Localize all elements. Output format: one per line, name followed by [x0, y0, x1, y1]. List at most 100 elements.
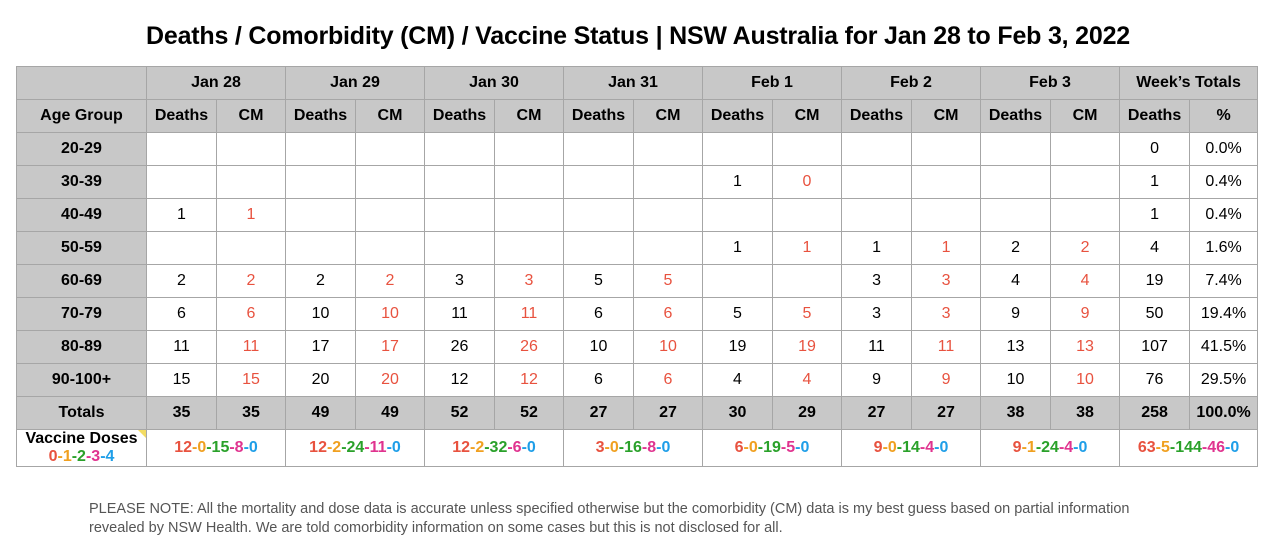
cm-cell [911, 165, 982, 199]
dose-count-3: 46 [1207, 439, 1226, 456]
cm-cell: 4 [1050, 264, 1121, 298]
cm-cell: 17 [355, 330, 425, 364]
deaths-cell: 13 [980, 330, 1052, 364]
dose-count-1: 0 [887, 439, 897, 456]
week-deaths-cell: 76 [1119, 363, 1191, 397]
cm-cell: 1 [771, 231, 843, 265]
cm-cell: 10 [633, 330, 703, 364]
deaths-cell [146, 231, 217, 265]
dose-count-0: 6 [734, 439, 744, 456]
cm-total-cell: 27 [633, 396, 703, 430]
deaths-cell [702, 264, 773, 298]
cm-header: CM [355, 99, 425, 133]
cm-total-cell: 29 [771, 396, 843, 430]
dose-count-2: 24 [346, 439, 365, 456]
deaths-table: Jan 28 Jan 29 Jan 30 Jan 31 Feb 1 Feb 2 … [16, 66, 1259, 467]
cm-cell [494, 165, 564, 199]
dose-separator: - [191, 439, 198, 456]
dose-separator: - [656, 439, 662, 456]
deaths-total-cell: 27 [563, 396, 634, 430]
week-deaths-cell: 107 [1119, 330, 1191, 364]
deaths-cell: 6 [563, 363, 634, 397]
cm-cell: 13 [1050, 330, 1121, 364]
dose-count-3: 8 [234, 439, 244, 456]
dose-count-4: 0 [526, 439, 536, 456]
cm-total-cell: 27 [911, 396, 982, 430]
cm-cell: 4 [771, 363, 843, 397]
dose-separator: - [484, 439, 490, 456]
deaths-cell [563, 231, 634, 265]
deaths-cell: 1 [702, 231, 773, 265]
deaths-cell: 6 [146, 297, 217, 331]
dose-separator: - [386, 439, 392, 456]
dose-separator: - [1021, 439, 1027, 456]
date-header: Jan 28 [146, 66, 286, 100]
dose-count-0: 9 [1012, 439, 1022, 456]
deaths-cell [980, 198, 1052, 232]
deaths-cell: 1 [841, 231, 913, 265]
cm-cell: 19 [771, 330, 843, 364]
deaths-cell [146, 132, 217, 166]
dose-separator: - [1058, 439, 1065, 456]
cm-cell: 12 [494, 363, 564, 397]
totals-row: Totals 35 35 49 49 52 52 27 27 30 29 27 27 38 38 258 100… [16, 396, 1259, 430]
cm-cell: 6 [633, 297, 703, 331]
deaths-header: Deaths [702, 99, 773, 133]
dose-separator: - [71, 448, 78, 465]
cm-cell: 6 [633, 363, 703, 397]
age-group-cell: 80-89 [16, 330, 147, 364]
day-dose-cell: 6-0-19-5-0 [701, 429, 843, 467]
week-deaths-cell: 1 [1119, 165, 1191, 199]
deaths-cell: 2 [285, 264, 356, 298]
dose-separator: - [521, 439, 527, 456]
dose-separator: - [364, 439, 370, 456]
vaccine-doses-row: Vaccine Doses 0-1-2-3-4 12-0-15-8-0 12-2-24… [16, 429, 1259, 467]
deaths-cell [285, 165, 356, 199]
cm-cell [1050, 198, 1121, 232]
dose-separator: - [1225, 439, 1231, 456]
dose-count-0: 3 [595, 439, 605, 456]
date-header: Jan 31 [563, 66, 703, 100]
cm-cell: 3 [911, 297, 982, 331]
column-header-row: Age Group Deaths CM Deaths CM Deaths CM … [16, 99, 1259, 133]
cm-cell [216, 132, 286, 166]
deaths-cell [563, 198, 634, 232]
date-header: Jan 30 [424, 66, 564, 100]
cm-cell [911, 198, 982, 232]
cm-cell [771, 264, 843, 298]
dose-separator: - [604, 439, 610, 456]
deaths-total-cell: 49 [285, 396, 356, 430]
table-row: 60-69 2 2 2 2 3 3 5 5 3 3 4 4 19 7.4% [16, 264, 1259, 298]
deaths-header: Deaths [424, 99, 495, 133]
dose-count-2: 19 [763, 439, 781, 456]
cm-cell: 6 [216, 297, 286, 331]
date-header-row: Jan 28 Jan 29 Jan 30 Jan 31 Feb 1 Feb 2 … [16, 66, 1259, 100]
dose-count-4: 0 [1230, 439, 1240, 456]
week-deaths-cell: 19 [1119, 264, 1191, 298]
age-group-cell: 20-29 [16, 132, 147, 166]
dose-count-0: 0 [48, 448, 58, 465]
cm-header: CM [911, 99, 982, 133]
cm-cell [355, 132, 425, 166]
cm-cell [1050, 132, 1121, 166]
cm-cell [633, 198, 703, 232]
dose-separator: - [1073, 439, 1079, 456]
table-row: 90-100+ 15 15 20 20 12 12 6 6 4 4 9 9 10 10 76 29.5% [16, 363, 1259, 397]
deaths-cell: 9 [980, 297, 1052, 331]
deaths-cell: 11 [424, 297, 495, 331]
age-group-cell: 70-79 [16, 297, 147, 331]
cm-cell [494, 198, 564, 232]
dose-count-4: 4 [105, 448, 115, 465]
cm-cell: 11 [911, 330, 982, 364]
cm-header: CM [494, 99, 564, 133]
deaths-cell: 10 [563, 330, 634, 364]
dose-count-2: 32 [489, 439, 508, 456]
deaths-cell [424, 198, 495, 232]
dose-separator: - [795, 439, 801, 456]
cm-cell [216, 165, 286, 199]
deaths-cell: 4 [980, 264, 1052, 298]
deaths-cell: 1 [702, 165, 773, 199]
cm-cell [771, 198, 843, 232]
cm-cell [355, 231, 425, 265]
deaths-cell [841, 132, 913, 166]
